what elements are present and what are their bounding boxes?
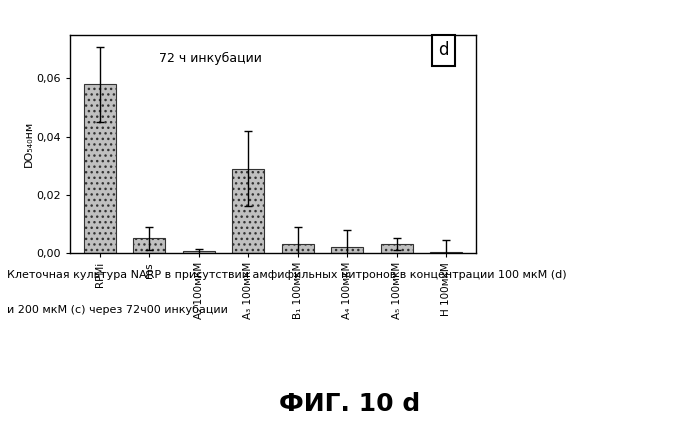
Bar — [430, 252, 463, 253]
Bar — [83, 84, 116, 253]
Bar — [331, 247, 363, 253]
Y-axis label: DO₅₄₀нм: DO₅₄₀нм — [24, 121, 34, 167]
Bar — [183, 252, 215, 253]
Bar — [381, 244, 413, 253]
Text: ФИГ. 10 d: ФИГ. 10 d — [279, 392, 421, 416]
Text: и 200 мкМ (c) через 72ч00 инкубации: и 200 мкМ (c) через 72ч00 инкубации — [7, 305, 228, 315]
Text: d: d — [438, 41, 449, 59]
Bar — [133, 238, 165, 253]
Bar — [281, 244, 314, 253]
Text: 72 ч инкубации: 72 ч инкубации — [160, 52, 262, 65]
Text: Клеточная культура NARP в присутствии амфифильных нитронов в концентрации 100 мк: Клеточная культура NARP в присутствии ам… — [7, 270, 566, 280]
Bar — [232, 169, 265, 253]
